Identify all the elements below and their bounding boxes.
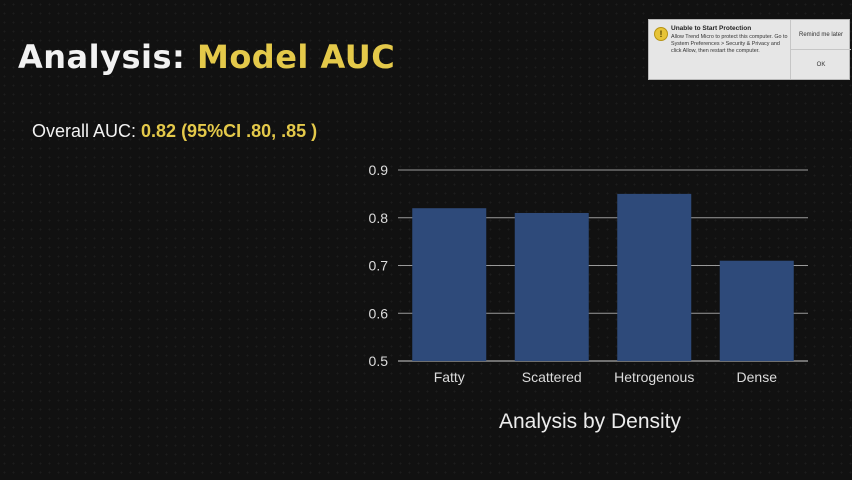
y-tick-label: 0.5 — [369, 353, 389, 369]
chart-x-axis-label: Analysis by Density — [498, 410, 682, 433]
bar-dense — [719, 260, 794, 361]
warning-icon: ! — [654, 27, 668, 41]
notification-body: Allow Trend Micro to protect this comput… — [671, 34, 788, 54]
bar-scattered — [514, 212, 589, 361]
bar-hetrogenous — [617, 193, 692, 361]
x-tick-label: Hetrogenous — [614, 369, 694, 385]
y-tick-label: 0.8 — [369, 210, 389, 226]
x-tick-label: Fatty — [434, 369, 465, 385]
overall-auc-value: 0.82 (95%CI .80, .85 ) — [141, 121, 318, 141]
notification-popup[interactable]: ! Unable to Start Protection Allow Trend… — [648, 19, 851, 80]
slide-title: Analysis: Model AUC — [18, 38, 395, 76]
slide-title-accent: Model AUC — [196, 38, 396, 76]
y-tick-label: 0.6 — [369, 305, 389, 321]
chart-x-ticks: Fatty Scattered Hetrogenous Dense — [434, 369, 778, 385]
x-tick-label: Dense — [737, 369, 778, 385]
overall-auc: Overall AUC: 0.82 (95%CI .80, .85 ) — [32, 121, 317, 142]
ok-button[interactable]: OK — [791, 50, 851, 79]
overall-auc-label: Overall AUC: — [32, 121, 142, 141]
notification-title: Unable to Start Protection — [671, 25, 752, 32]
y-tick-label: 0.9 — [369, 162, 389, 178]
chart-y-ticks: 0.5 0.6 0.7 0.8 0.9 — [369, 162, 389, 369]
chart-bars — [412, 193, 794, 361]
slide-title-prefix: Analysis: — [18, 38, 197, 76]
x-tick-label: Scattered — [522, 369, 582, 385]
y-tick-label: 0.7 — [369, 258, 389, 274]
notification-actions: Remind me later OK — [790, 20, 851, 79]
bar-fatty — [412, 208, 487, 361]
remind-later-button[interactable]: Remind me later — [791, 20, 851, 50]
